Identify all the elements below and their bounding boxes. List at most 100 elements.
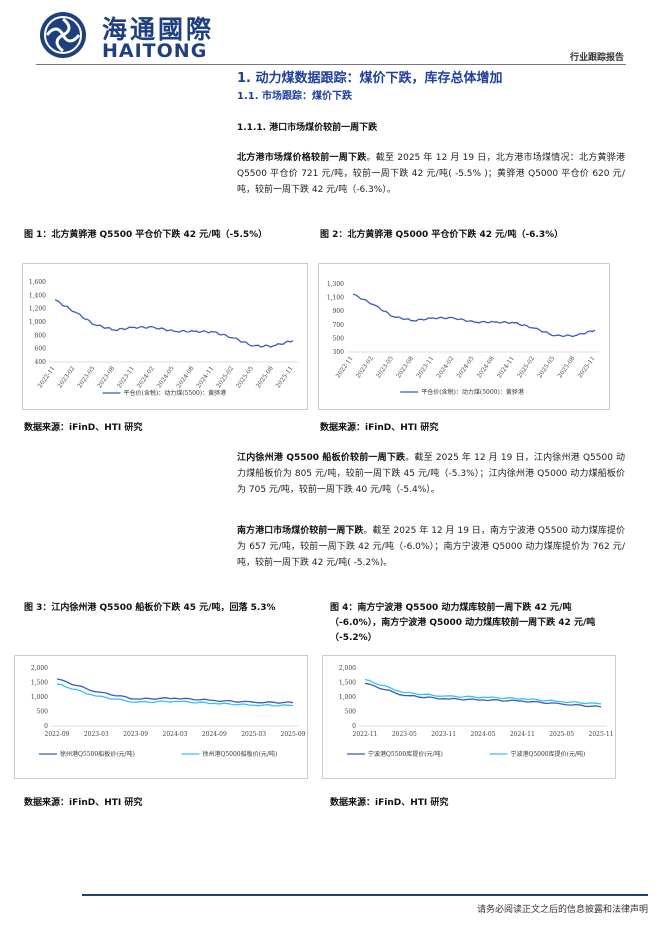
y-tick-label: 1,000 xyxy=(31,694,48,701)
y-tick-label: 0 xyxy=(44,723,48,730)
series-line xyxy=(364,678,602,705)
x-tick-label: 2025-08 xyxy=(556,355,576,380)
legend-label: 平仓价(含税)：动力煤(5500)：黄骅港 xyxy=(124,389,227,397)
y-tick-label: 300 xyxy=(333,349,345,356)
section-heading-1-1-1: 1.1.1. 港口市场煤价较前一周下跌 xyxy=(237,123,378,133)
x-tick-label: 2024-05 xyxy=(156,365,176,390)
y-tick-label: 500 xyxy=(345,709,357,716)
x-tick-label: 2023-02 xyxy=(56,365,76,390)
x-tick-label: 2025-05 xyxy=(536,355,556,380)
x-tick-label: 2024-11 xyxy=(195,365,215,389)
legend-label: 宁波港Q5500库提价(元/吨) xyxy=(368,750,443,758)
y-tick-label: 1,300 xyxy=(327,281,344,288)
y-tick-label: 2,000 xyxy=(339,665,356,672)
figure-4-caption: 图 4：南方宁波港 Q5500 动力煤库较前一周下跌 42 元/吨（-6.0%）… xyxy=(330,603,596,643)
y-tick-label: 1,500 xyxy=(339,680,356,687)
legend-label: 徐州港Q5500船板价(元/吨) xyxy=(60,750,135,758)
x-tick-label: 2023-08 xyxy=(96,365,116,390)
x-tick-label: 2023-08 xyxy=(395,355,415,380)
y-tick-label: 1,600 xyxy=(29,279,46,286)
series-line xyxy=(352,293,596,338)
x-tick-label: 2024-09 xyxy=(202,731,227,738)
x-tick-label: 2025-11 xyxy=(577,355,597,379)
series-line xyxy=(56,678,294,704)
paragraph-body: 。截至 2025 年 12 月 19 日，南方宁波港 Q5500 动力煤库提价为… xyxy=(237,526,625,568)
figure-2-caption: 图 2：北方黄骅港 Q5000 平仓价下跌 42 元/吨（-6.3%） xyxy=(320,230,564,240)
y-tick-label: 1,100 xyxy=(327,295,344,302)
x-tick-label: 2025-11 xyxy=(589,731,614,738)
paragraph-lead: 北方港市场煤价格较前一周下跌 xyxy=(237,153,367,163)
figure-4-chart: 2,000 1,500 1,000 500 0 2022-11 2023-05 2023-11… xyxy=(322,655,616,779)
x-tick-label: 2025-09 xyxy=(281,731,306,738)
figure-2-source: 数据来源：iFinD、HTI 研究 xyxy=(320,423,439,433)
y-tick-label: 1,400 xyxy=(29,292,46,299)
legend-label: 徐州港Q5000船板价(元/吨) xyxy=(202,750,277,758)
x-tick-label: 2025-03 xyxy=(241,731,266,738)
y-tick-label: 400 xyxy=(35,359,47,366)
x-tick-label: 2024-11 xyxy=(510,731,535,738)
x-tick-label: 2023-05 xyxy=(375,355,395,380)
figure-3-source: 数据来源：iFinD、HTI 研究 xyxy=(24,798,143,808)
figure-4-source: 数据来源：iFinD、HTI 研究 xyxy=(330,798,449,808)
y-tick-label: 1,000 xyxy=(29,319,46,326)
logo-chinese-name: 海通國際 xyxy=(102,15,215,44)
x-tick-label: 2025-05 xyxy=(235,365,255,390)
x-tick-label: 2025-08 xyxy=(255,365,275,390)
x-tick-label: 2023-09 xyxy=(123,731,148,738)
header-divider xyxy=(36,64,626,65)
figure-1-caption: 图 1：北方黄骅港 Q5500 平仓价下跌 42 元/吨（-5.5%） xyxy=(24,230,268,240)
x-tick-label: 2022-11 xyxy=(353,731,378,738)
x-tick-label: 2024-08 xyxy=(175,365,195,390)
figure-1-source: 数据来源：iFinD、HTI 研究 xyxy=(24,423,143,433)
footer-disclaimer: 请务必阅读正文之后的信息披露和法律声明 xyxy=(476,905,648,915)
figure-3-chart: 2,000 1,500 1,000 500 0 2022-09 2023-03 2023-09… xyxy=(14,655,308,779)
x-tick-label: 2024-11 xyxy=(496,355,516,379)
document-type-label: 行业跟踪报告 xyxy=(569,53,624,63)
paragraph-north-port: 北方港市场煤价格较前一周下跌。截至 2025 年 12 月 19 日，北方港市场… xyxy=(237,150,625,198)
x-tick-label: 2024-08 xyxy=(476,355,496,380)
paragraph-xuzhou-port: 江内徐州港 Q5500 船板价较前一周下跌。截至 2025 年 12 月 19 … xyxy=(237,450,625,498)
x-tick-label: 2023-02 xyxy=(355,355,375,380)
figure-2-chart: 1,300 1,100 900 700 500 300 2022-11 2023-02 2023… xyxy=(318,263,610,410)
x-tick-label: 2024-02 xyxy=(435,355,455,380)
series-line xyxy=(364,682,602,708)
x-tick-label: 2022-11 xyxy=(335,355,355,379)
paragraph-lead: 南方港口市场煤价较前一周下跌 xyxy=(237,526,364,536)
y-tick-label: 2,000 xyxy=(31,665,48,672)
x-tick-label: 2022-11 xyxy=(37,365,57,389)
legend-label: 平仓价(含税)：动力煤(5000)：黄骅港 xyxy=(421,388,524,396)
series-line xyxy=(56,683,294,707)
x-tick-label: 2023-11 xyxy=(116,365,136,389)
x-tick-label: 2023-05 xyxy=(76,365,96,390)
x-tick-label: 2024-05 xyxy=(471,731,496,738)
logo-english-name: HAITONG xyxy=(102,40,208,62)
y-tick-label: 900 xyxy=(333,308,345,315)
y-tick-label: 1,500 xyxy=(31,680,48,687)
section-heading-1: 1. 动力煤数据跟踪：煤价下跌，库存总体增加 xyxy=(237,71,503,86)
paragraph-body: 。截至 2025 年 12 月 19 日，北方港市场煤情况：北方黄骅港 Q550… xyxy=(237,153,625,195)
series-line xyxy=(54,299,294,348)
paragraph-lead: 江内徐州港 Q5500 船板价较前一周下跌 xyxy=(237,453,406,463)
y-tick-label: 600 xyxy=(35,346,47,353)
x-tick-label: 2024-03 xyxy=(163,731,188,738)
x-tick-label: 2022-09 xyxy=(45,731,70,738)
haitong-logo-icon xyxy=(40,12,86,58)
x-tick-label: 2023-11 xyxy=(415,355,435,379)
y-tick-label: 500 xyxy=(333,335,345,342)
x-tick-label: 2023-11 xyxy=(431,731,456,738)
y-tick-label: 1,000 xyxy=(339,694,356,701)
y-tick-label: 0 xyxy=(352,723,356,730)
x-tick-label: 2025-02 xyxy=(516,355,536,380)
figure-1-chart: 1,600 1,400 1,200 1,000 800 600 400 2022-11 2023… xyxy=(22,263,308,410)
x-tick-label: 2024-05 xyxy=(456,355,476,380)
y-tick-label: 800 xyxy=(35,332,47,339)
y-tick-label: 1,200 xyxy=(29,306,46,313)
footer-divider xyxy=(82,894,648,896)
x-tick-label: 2025-02 xyxy=(215,365,235,390)
x-tick-label: 2023-05 xyxy=(392,731,417,738)
x-tick-label: 2023-03 xyxy=(84,731,109,738)
